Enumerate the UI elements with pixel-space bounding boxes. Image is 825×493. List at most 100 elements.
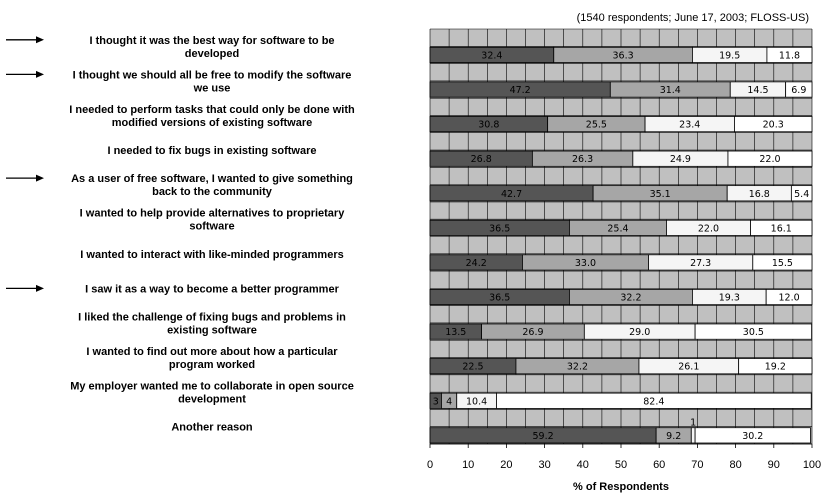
bar-row: 30.8 25.5 23.4 20.3: [429, 116, 813, 133]
arrow-head: [36, 70, 44, 78]
category-label: My employer wanted me to collaborate in …: [70, 381, 354, 406]
segment-label: 32.4: [481, 50, 502, 61]
category-label-line: program worked: [169, 359, 255, 371]
category-label: I wanted to interact with like-minded pr…: [80, 249, 343, 261]
segment-label: 23.4: [679, 120, 700, 131]
x-tick-label: 70: [691, 459, 703, 471]
category-label-line: My employer wanted me to collaborate in …: [70, 381, 354, 393]
gridlines: [429, 28, 813, 445]
segment-label: 22.0: [698, 223, 719, 234]
bar-row: 42.7 35.1 16.8 5.4: [429, 185, 813, 202]
segment-label: 32.2: [567, 362, 588, 373]
arrow-icon: [6, 36, 44, 44]
category-label-line: As a user of free software, I wanted to …: [71, 173, 353, 185]
segment-label: 4: [446, 396, 452, 407]
bar-row: 36.5 32.2 19.3 12.0: [429, 288, 813, 306]
segment-label: 6.9: [791, 85, 806, 96]
bar-row: 22.5 32.2 26.1 19.2: [429, 358, 813, 375]
bar-segment: [766, 46, 813, 63]
category-label: I needed to perform tasks that could onl…: [69, 104, 355, 129]
bar-segment: [496, 392, 812, 409]
segment-label: 14.5: [747, 85, 768, 96]
x-tick-label: 60: [653, 459, 665, 471]
segment-label: 13.5: [445, 327, 466, 338]
category-label: I liked the challenge of fixing bugs and…: [78, 311, 346, 336]
bar-segment: [690, 427, 696, 444]
segment-label: 36.3: [613, 50, 634, 61]
category-label-line: I wanted to help provide alternatives to…: [80, 208, 346, 220]
bar-segment: [765, 288, 813, 306]
bar-row: 26.8 26.3 24.9 22.0: [429, 150, 813, 167]
category-label: I saw it as a way to become a better pro…: [85, 283, 339, 295]
segment-label: 32.2: [620, 293, 641, 304]
segment-label: 24.2: [466, 258, 487, 269]
category-label-line: existing software: [167, 324, 257, 336]
bar-row: 13.5 26.9 29.0 30.5: [429, 323, 813, 340]
category-labels: I thought it was the best way for softwa…: [6, 35, 355, 434]
bar-row: 3 4 10.4 82.4: [429, 392, 812, 409]
segment-label: 16.8: [749, 189, 770, 200]
category-label: I needed to fix bugs in existing softwar…: [107, 145, 316, 157]
bar-row: 47.2 31.4 14.5 6.9: [429, 81, 813, 98]
segment-label: 59.2: [532, 431, 553, 442]
x-tick-label: 10: [462, 459, 474, 471]
segment-label: 26.1: [678, 362, 699, 373]
category-label-line: I wanted to interact with like-minded pr…: [80, 249, 343, 261]
bar-segment: [790, 185, 813, 202]
bar-row: 32.4 36.3 19.5 11.8: [429, 46, 813, 63]
segment-label: 30.5: [743, 327, 764, 338]
category-label-line: I saw it as a way to become a better pro…: [85, 283, 339, 295]
category-label-line: software: [189, 221, 234, 233]
category-label-line: I thought we should all be free to modif…: [73, 69, 352, 81]
segment-label: 26.3: [572, 154, 593, 165]
segment-label: 24.9: [670, 154, 691, 165]
segment-label: 5.4: [794, 189, 809, 200]
bar-row: 59.2 9.2 1 30.2: [429, 418, 811, 444]
segment-label: 16.1: [771, 223, 792, 234]
bar-segment: [738, 358, 813, 375]
category-label-line: I needed to fix bugs in existing softwar…: [107, 145, 316, 157]
category-label: I wanted to find out more about how a pa…: [86, 346, 338, 371]
segment-label: 36.5: [489, 223, 510, 234]
segment-label: 30.8: [478, 120, 499, 131]
category-label-line: Another reason: [171, 422, 253, 434]
segment-label: 35.1: [650, 189, 671, 200]
segment-label: 47.2: [510, 85, 531, 96]
category-label-line: I needed to perform tasks that could onl…: [69, 104, 355, 116]
segment-label: 33.0: [575, 258, 596, 269]
x-tick-label: 90: [768, 459, 780, 471]
segment-label: 31.4: [660, 85, 681, 96]
arrow-head: [36, 174, 44, 182]
bars: 32.4 36.3 19.5 11.8 47.2 31.4 14.5 6.9 30.8 25.5 2…: [429, 46, 813, 444]
x-axis-label: % of Respondents: [573, 481, 669, 493]
category-label: I wanted to help provide alternatives to…: [80, 208, 346, 233]
x-tick-label: 30: [538, 459, 550, 471]
arrow-head: [36, 284, 44, 292]
bar-row: 24.2 33.0 27.3 15.5: [429, 254, 813, 271]
segment-label: 10.4: [466, 396, 487, 407]
category-label-line: development: [178, 394, 246, 406]
bar-segment: [785, 81, 813, 98]
segment-label: 25.5: [586, 120, 607, 131]
bar-segment: [752, 254, 813, 271]
segment-label: 42.7: [501, 189, 522, 200]
segment-label: 30.2: [742, 431, 763, 442]
bar-segment: [727, 150, 813, 167]
bar-segment: [694, 427, 811, 444]
segment-label: 22.0: [759, 154, 780, 165]
segment-label: 19.5: [719, 50, 740, 61]
category-label: I thought it was the best way for softwa…: [89, 35, 334, 60]
category-label-line: I liked the challenge of fixing bugs and…: [78, 311, 346, 323]
bar-segment: [734, 116, 813, 133]
segment-label: 1: [690, 418, 696, 429]
x-tick-label: 20: [500, 459, 512, 471]
x-tick-label: 0: [427, 459, 433, 471]
category-label: I thought we should all be free to modif…: [73, 69, 352, 94]
category-label-line: developed: [185, 48, 239, 60]
segment-label: 22.5: [462, 362, 483, 373]
category-label-line: back to the community: [152, 186, 273, 198]
category-label-line: modified versions of existing software: [112, 117, 313, 129]
segment-label: 11.8: [779, 50, 800, 61]
segment-label: 12.0: [779, 293, 800, 304]
